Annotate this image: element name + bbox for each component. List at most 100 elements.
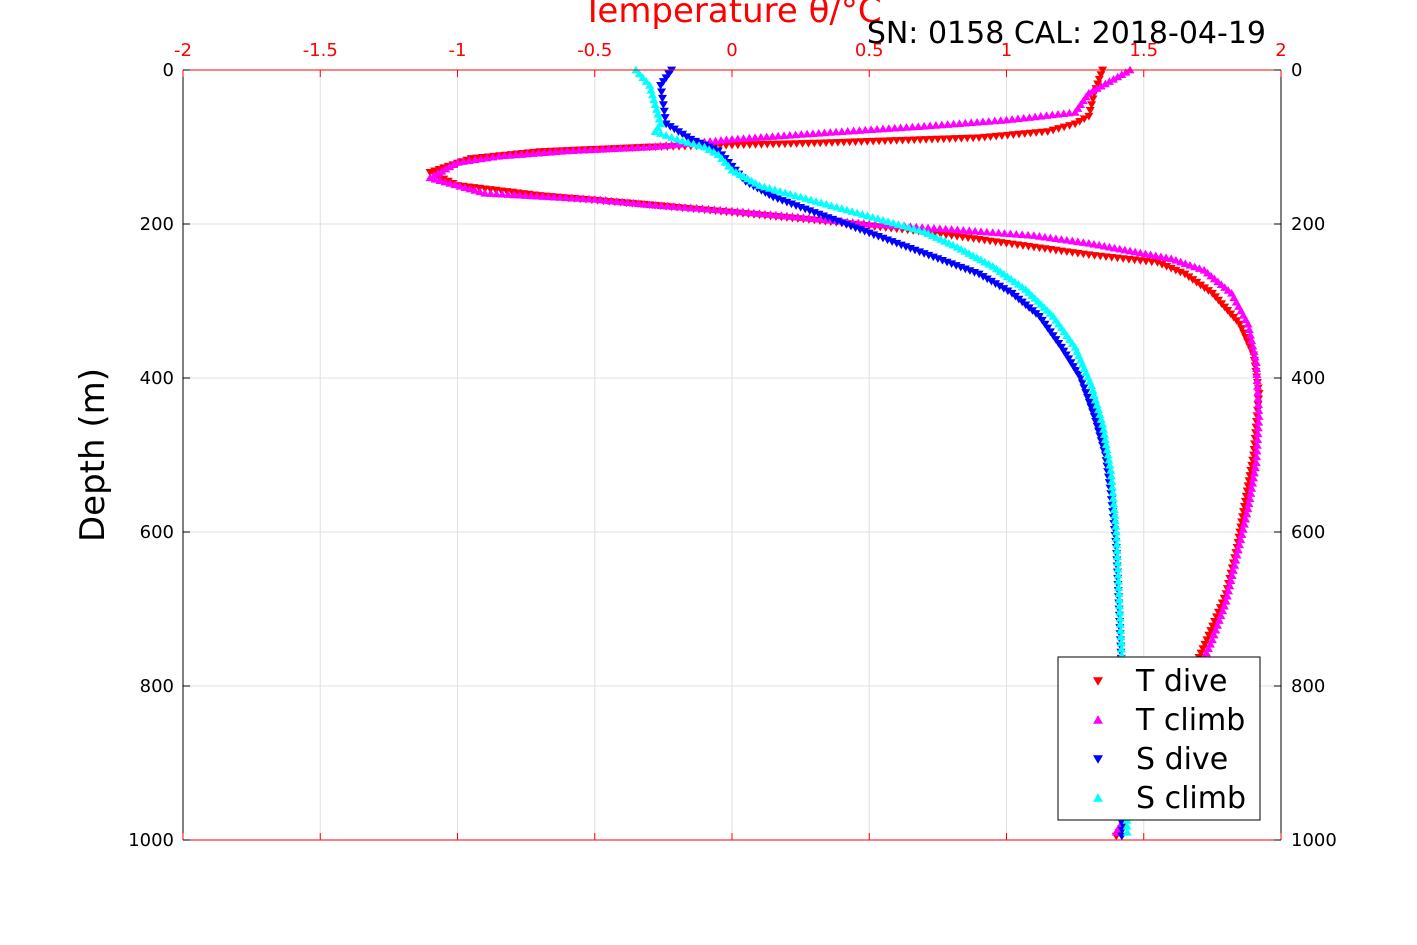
data-point xyxy=(645,142,655,151)
data-point xyxy=(1254,412,1264,420)
data-point xyxy=(425,169,435,177)
data-point xyxy=(902,123,912,131)
data-point xyxy=(1054,339,1064,348)
data-point xyxy=(949,119,959,128)
x-tick-label: 2 xyxy=(1275,40,1286,61)
data-point xyxy=(994,228,1004,237)
data-point xyxy=(816,198,826,207)
data-point xyxy=(1115,607,1125,616)
data-point xyxy=(1237,530,1247,538)
data-point xyxy=(952,225,962,234)
data-point xyxy=(1098,425,1108,433)
data-point xyxy=(1253,394,1263,402)
data-point xyxy=(837,204,847,212)
data-point xyxy=(1036,111,1046,120)
data-point xyxy=(1111,522,1121,530)
data-point xyxy=(460,183,470,191)
data-point xyxy=(1184,273,1194,282)
data-point xyxy=(1087,101,1097,109)
data-point xyxy=(609,144,619,153)
data-point xyxy=(1251,358,1261,366)
data-point xyxy=(455,181,465,190)
data-point xyxy=(972,117,982,126)
data-point xyxy=(1092,400,1102,409)
data-point xyxy=(1102,445,1112,454)
data-point xyxy=(821,139,831,148)
data-point xyxy=(1238,525,1248,533)
legend: T dive T climb S dive S climb xyxy=(1057,656,1261,821)
data-point xyxy=(951,135,961,143)
data-point xyxy=(650,100,660,109)
data-point xyxy=(986,277,996,286)
data-point xyxy=(790,191,800,199)
data-point xyxy=(623,198,633,206)
legend-label: T dive xyxy=(1135,664,1227,699)
data-point xyxy=(947,225,957,233)
data-point xyxy=(750,133,760,142)
data-point xyxy=(1089,391,1099,399)
data-point xyxy=(1112,552,1122,561)
data-point xyxy=(991,280,1001,288)
data-point xyxy=(561,193,571,202)
data-point xyxy=(1068,363,1078,371)
data-point xyxy=(526,191,536,200)
data-point xyxy=(1045,233,1055,242)
data-point xyxy=(1241,514,1251,523)
data-point xyxy=(1045,328,1055,337)
data-point xyxy=(1091,417,1101,426)
data-point xyxy=(923,223,933,232)
data-point xyxy=(503,190,513,198)
data-point xyxy=(727,206,737,215)
data-point xyxy=(1100,435,1110,443)
data-point xyxy=(903,136,913,145)
data-point xyxy=(1251,458,1261,467)
data-point xyxy=(709,205,719,213)
data-point xyxy=(1242,509,1252,518)
data-point xyxy=(982,227,992,236)
data-point xyxy=(711,136,721,145)
data-point xyxy=(656,129,666,137)
data-point xyxy=(683,138,693,146)
data-point xyxy=(1228,566,1238,574)
data-point xyxy=(612,197,622,205)
data-point xyxy=(606,196,616,205)
data-point xyxy=(1239,520,1249,528)
data-point xyxy=(1116,626,1126,634)
data-point xyxy=(780,140,790,149)
data-point xyxy=(1171,266,1181,275)
data-point xyxy=(1252,446,1262,455)
data-point xyxy=(1176,257,1186,266)
data-point xyxy=(1250,463,1260,472)
data-point xyxy=(1113,577,1123,585)
data-point xyxy=(964,226,974,235)
x-tick-label: -1 xyxy=(449,40,467,61)
data-point xyxy=(909,224,919,233)
data-point xyxy=(1146,250,1156,259)
data-point xyxy=(639,199,649,208)
data-point xyxy=(680,203,690,211)
data-point xyxy=(658,101,668,109)
data-point xyxy=(1175,268,1185,277)
data-point xyxy=(578,194,588,203)
data-point xyxy=(627,143,637,152)
data-point xyxy=(933,135,943,144)
data-point xyxy=(1073,370,1083,379)
data-point xyxy=(888,218,898,227)
data-point xyxy=(538,192,548,200)
y-tick-label-left: 1000 xyxy=(128,830,174,851)
data-point xyxy=(532,191,542,200)
data-point xyxy=(939,135,949,144)
data-point xyxy=(1043,324,1053,333)
data-point xyxy=(517,150,527,158)
data-point xyxy=(1056,343,1066,352)
data-point xyxy=(639,143,649,151)
data-point xyxy=(476,154,486,163)
data-point xyxy=(545,147,555,156)
data-point xyxy=(1249,347,1259,355)
legend-marker xyxy=(1093,677,1103,686)
data-point xyxy=(515,190,525,199)
data-point xyxy=(792,140,802,148)
data-point xyxy=(1109,505,1119,513)
data-point xyxy=(886,137,896,145)
data-point xyxy=(990,116,1000,125)
